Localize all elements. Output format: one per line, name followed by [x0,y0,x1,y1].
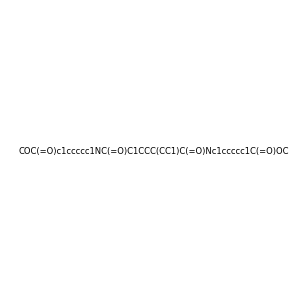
Text: COC(=O)c1ccccc1NC(=O)C1CCC(CC1)C(=O)Nc1ccccc1C(=O)OC: COC(=O)c1ccccc1NC(=O)C1CCC(CC1)C(=O)Nc1c… [19,147,289,156]
